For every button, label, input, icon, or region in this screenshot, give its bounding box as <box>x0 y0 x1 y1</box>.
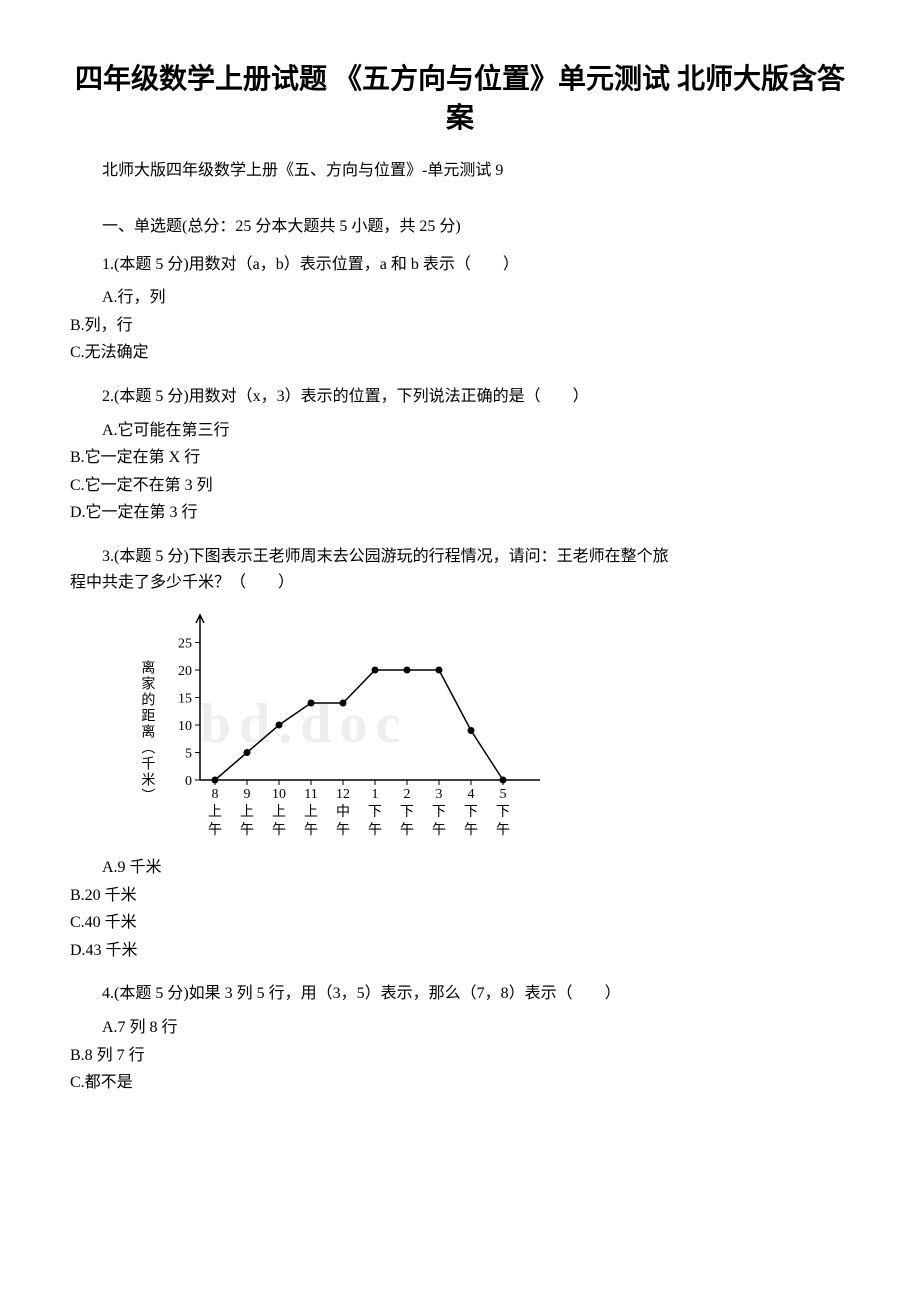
svg-text:午: 午 <box>464 822 478 838</box>
svg-text:11: 11 <box>304 787 317 802</box>
svg-text:下: 下 <box>464 805 478 820</box>
svg-text:上: 上 <box>272 804 286 820</box>
question-1-option-a: A.行，列 <box>70 285 850 311</box>
svg-text:中: 中 <box>336 804 350 820</box>
svg-text:午: 午 <box>240 822 254 838</box>
question-2-text: 2.(本题 5 分)用数对（x，3）表示的位置，下列说法正确的是（ ） <box>70 384 850 410</box>
question-2-option-b: B.它一定在第 X 行 <box>70 445 850 471</box>
chart-y-axis-label: 离家的距离（千米） <box>135 660 157 804</box>
question-1-option-b: B.列，行 <box>70 313 850 339</box>
svg-text:1: 1 <box>372 787 379 802</box>
svg-text:3: 3 <box>436 787 443 802</box>
svg-text:午: 午 <box>496 822 510 838</box>
svg-text:午: 午 <box>304 822 318 838</box>
svg-text:15: 15 <box>178 692 192 707</box>
svg-text:午: 午 <box>368 822 382 838</box>
question-2-option-a: A.它可能在第三行 <box>70 418 850 444</box>
question-4-text: 4.(本题 5 分)如果 3 列 5 行，用（3，5）表示，那么（7，8）表示（… <box>70 981 850 1007</box>
question-4-option-a: A.7 列 8 行 <box>70 1015 850 1041</box>
svg-text:午: 午 <box>208 822 222 838</box>
svg-text:午: 午 <box>432 822 446 838</box>
question-4-option-b: B.8 列 7 行 <box>70 1043 850 1069</box>
svg-text:上: 上 <box>304 804 318 820</box>
svg-text:4: 4 <box>468 787 475 802</box>
svg-text:5: 5 <box>185 747 192 762</box>
question-3-text-line2: 程中共走了多少千米？（ ） <box>70 570 850 596</box>
question-1: 1.(本题 5 分)用数对（a，b）表示位置，a 和 b 表示（ ） A.行，列… <box>70 252 850 366</box>
section-header: 一、单选题(总分：25 分本大题共 5 小题，共 25 分) <box>70 214 850 240</box>
svg-text:10: 10 <box>272 787 286 802</box>
svg-text:20: 20 <box>178 664 192 679</box>
svg-text:上: 上 <box>208 804 222 820</box>
svg-text:5: 5 <box>500 787 507 802</box>
svg-text:10: 10 <box>178 719 192 734</box>
question-4-option-c: C.都不是 <box>70 1070 850 1096</box>
svg-text:午: 午 <box>272 822 286 838</box>
svg-text:下: 下 <box>368 805 382 820</box>
svg-text:下: 下 <box>496 805 510 820</box>
question-3-option-b: B.20 千米 <box>70 883 850 909</box>
svg-text:2: 2 <box>404 787 411 802</box>
question-4: 4.(本题 5 分)如果 3 列 5 行，用（3，5）表示，那么（7，8）表示（… <box>70 981 850 1095</box>
svg-text:午: 午 <box>400 822 414 838</box>
question-3-option-d: D.43 千米 <box>70 938 850 964</box>
line-chart: 05101520258上午9上午10上午11上午12中午1下午2下午3下午4下午… <box>150 610 550 840</box>
question-3-option-c: C.40 千米 <box>70 910 850 936</box>
svg-text:9: 9 <box>244 787 251 802</box>
svg-text:上: 上 <box>240 804 254 820</box>
question-1-option-c: C.无法确定 <box>70 340 850 366</box>
svg-text:下: 下 <box>400 805 414 820</box>
question-2-option-c: C.它一定不在第 3 列 <box>70 473 850 499</box>
question-3-option-a: A.9 千米 <box>70 855 850 881</box>
chart-container: 离家的距离（千米） 05101520258上午9上午10上午11上午12中午1下… <box>150 610 850 840</box>
svg-text:下: 下 <box>432 805 446 820</box>
svg-text:25: 25 <box>178 637 192 652</box>
question-1-text: 1.(本题 5 分)用数对（a，b）表示位置，a 和 b 表示（ ） <box>70 252 850 278</box>
page-title: 四年级数学上册试题 《五方向与位置》单元测试 北师大版含答案 <box>70 60 850 138</box>
question-2-option-d: D.它一定在第 3 行 <box>70 500 850 526</box>
question-2: 2.(本题 5 分)用数对（x，3）表示的位置，下列说法正确的是（ ） A.它可… <box>70 384 850 526</box>
svg-text:8: 8 <box>212 787 219 802</box>
svg-text:0: 0 <box>185 774 192 789</box>
question-3-text-line1: 3.(本题 5 分)下图表示王老师周末去公园游玩的行程情况，请问：王老师在整个旅 <box>70 544 850 570</box>
question-3: 3.(本题 5 分)下图表示王老师周末去公园游玩的行程情况，请问：王老师在整个旅… <box>70 544 850 964</box>
svg-text:12: 12 <box>336 787 350 802</box>
svg-text:午: 午 <box>336 822 350 838</box>
subtitle: 北师大版四年级数学上册《五、方向与位置》-单元测试 9 <box>70 158 850 184</box>
